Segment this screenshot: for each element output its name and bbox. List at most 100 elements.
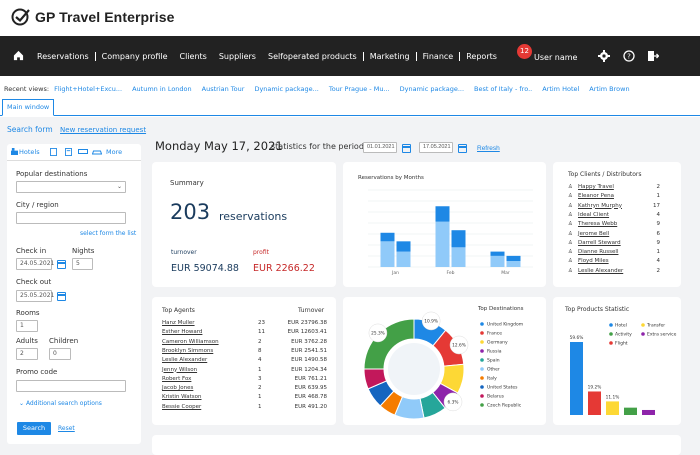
checkin-input[interactable]: 24.05.2021	[16, 258, 54, 270]
logo[interactable]: GP Travel Enterprise	[11, 7, 174, 27]
agent-row[interactable]: Leslie Alexander 4 EUR 1490.58	[162, 357, 327, 365]
agent-row[interactable]: Bessie Cooper 1 EUR 491.20	[162, 404, 327, 412]
nav-selfoperated-products[interactable]: Selfoperated products	[267, 52, 357, 61]
client-count: 9	[656, 239, 661, 246]
agent-row[interactable]: Kristin Watson 1 EUR 468.78	[162, 394, 327, 402]
user-name[interactable]: User name	[534, 53, 578, 62]
gear-icon[interactable]	[598, 50, 610, 62]
checkin-calendar-icon[interactable]	[57, 260, 66, 269]
agent-name[interactable]: Hanz Muller	[162, 320, 195, 326]
recent-item[interactable]: Austrian Tour	[201, 85, 245, 93]
document-icon[interactable]	[50, 148, 57, 156]
client-name[interactable]: Leslie Alexander	[578, 267, 624, 274]
select-from-list-link[interactable]: select form the list	[80, 230, 137, 237]
recent-item[interactable]: Artim Brown	[589, 85, 630, 93]
bar-label: 11.1%	[606, 394, 620, 400]
bar	[642, 409, 655, 415]
client-row[interactable]: ♙ Theresa Webb 9	[568, 221, 660, 229]
children-select[interactable]: 0	[49, 348, 71, 360]
agent-name[interactable]: Cameron Williamson	[162, 338, 219, 345]
nav-clients[interactable]: Clients	[179, 52, 207, 61]
nav-suppliers[interactable]: Suppliers	[218, 52, 256, 61]
client-row[interactable]: ♙ Happy Travel 2	[568, 184, 660, 192]
agent-name[interactable]: Jenny Wilson	[162, 366, 198, 373]
adults-select[interactable]: 2	[16, 348, 38, 360]
client-count: 2	[656, 184, 661, 190]
agent-row[interactable]: Jenny Wilson 1 EUR 1204.34	[162, 367, 327, 375]
search-button[interactable]: Search	[17, 422, 51, 435]
agent-name[interactable]: Kristin Watson	[162, 394, 202, 401]
recent-item[interactable]: Dynamic package...	[399, 85, 465, 93]
tab-hotels[interactable]: Hotels	[19, 148, 40, 156]
car-icon[interactable]	[92, 149, 102, 155]
agent-row[interactable]: Robert Fox 3 EUR 761.21	[162, 376, 327, 384]
tab-more[interactable]: More	[106, 148, 123, 156]
hotel-icon[interactable]	[11, 148, 18, 155]
client-name[interactable]: Eleanor Pena	[578, 193, 614, 200]
popular-destinations-select[interactable]: ⌄	[16, 181, 126, 193]
reset-link[interactable]: Reset	[58, 425, 75, 432]
agent-name[interactable]: Bessie Cooper	[162, 403, 202, 410]
agent-name[interactable]: Brooklyn Simmons	[162, 347, 214, 354]
recent-item[interactable]: Best of Italy - fro..	[474, 85, 533, 93]
to-calendar-icon[interactable]	[458, 144, 467, 153]
agent-row[interactable]: Esther Howard 11 EUR 12603.41	[162, 329, 327, 337]
agent-name[interactable]: Esther Howard	[162, 329, 203, 336]
client-row[interactable]: ♙ Jerome Bell 6	[568, 231, 660, 239]
bar	[435, 221, 450, 267]
checkout-calendar-icon[interactable]	[57, 292, 66, 301]
nav-reports[interactable]: Reports	[459, 52, 503, 61]
recent-item[interactable]: Autumn in London	[132, 85, 192, 93]
client-row[interactable]: ♙ Kathryn Murphy 17	[568, 203, 660, 211]
recent-item[interactable]: Flight+Hotel+Excu...	[54, 85, 123, 93]
logout-icon[interactable]	[647, 50, 659, 62]
from-calendar-icon[interactable]	[402, 144, 411, 153]
ticket-icon[interactable]	[65, 148, 72, 156]
period-to-input[interactable]: 17.05.2021	[419, 142, 453, 153]
new-reservation-link[interactable]: New reservation request	[60, 126, 147, 134]
client-row[interactable]: ♙ Floyd Miles 4	[568, 258, 660, 266]
agent-row[interactable]: Hanz Muller 23 EUR 23796.38	[162, 320, 327, 328]
notification-badge[interactable]: 12	[517, 44, 532, 59]
nav-marketing[interactable]: Marketing	[362, 52, 416, 61]
client-name[interactable]: Kathryn Murphy	[578, 202, 622, 209]
bus-icon[interactable]	[78, 149, 88, 155]
agent-name[interactable]: Jacob Jones	[162, 385, 194, 392]
nights-select[interactable]: 5	[72, 258, 93, 270]
client-name[interactable]: Happy Travel	[578, 184, 614, 190]
city-region-input[interactable]	[16, 212, 126, 224]
nav-company-profile[interactable]: Company profile	[94, 52, 174, 61]
client-row[interactable]: ♙ Leslie Alexander 2	[568, 268, 660, 276]
agent-row[interactable]: Jacob Jones 2 EUR 639.95	[162, 385, 327, 393]
tab-main-window[interactable]: Main window	[2, 99, 55, 116]
agent-name[interactable]: Leslie Alexander	[162, 357, 208, 364]
nav-finance[interactable]: Finance	[415, 52, 460, 61]
recent-item[interactable]: Dynamic package...	[254, 85, 319, 93]
recent-item[interactable]: Artim Hotel	[542, 85, 580, 93]
client-row[interactable]: ♙ Darrell Steward 9	[568, 240, 660, 248]
additional-search-link[interactable]: ⌄ Additional search options	[19, 400, 102, 407]
client-name[interactable]: Darrell Steward	[578, 239, 621, 246]
client-name[interactable]: Theresa Webb	[578, 221, 618, 228]
agent-count: 23	[258, 320, 265, 326]
client-name[interactable]: Jerome Bell	[578, 230, 610, 237]
client-row[interactable]: ♙ Dianne Russell 1	[568, 249, 660, 257]
agent-row[interactable]: Brooklyn Simmons 8 EUR 2541.51	[162, 348, 327, 356]
promo-code-input[interactable]	[16, 380, 126, 392]
period-from-input[interactable]: 01.01.2021	[363, 142, 397, 153]
refresh-link[interactable]: Refresh	[477, 145, 500, 152]
client-name[interactable]: Dianne Russell	[578, 249, 619, 256]
agent-name[interactable]: Robert Fox	[162, 375, 192, 382]
legend-dot	[609, 341, 613, 345]
home-icon[interactable]	[13, 50, 24, 61]
checkout-input[interactable]: 25.05.2021	[16, 290, 54, 302]
help-icon[interactable]: ?	[623, 50, 635, 62]
recent-item[interactable]: Tour Prague - Mu...	[328, 85, 390, 93]
client-row[interactable]: ♙ Eleanor Pena 1	[568, 193, 660, 201]
nav-reservations[interactable]: Reservations	[37, 52, 89, 61]
client-name[interactable]: Ideal Client	[578, 211, 610, 218]
client-name[interactable]: Floyd Miles	[578, 258, 609, 265]
client-row[interactable]: ♙ Ideal Client 4	[568, 212, 660, 220]
agent-row[interactable]: Cameron Williamson 2 EUR 3762.28	[162, 339, 327, 347]
rooms-select[interactable]: 1	[16, 320, 38, 332]
